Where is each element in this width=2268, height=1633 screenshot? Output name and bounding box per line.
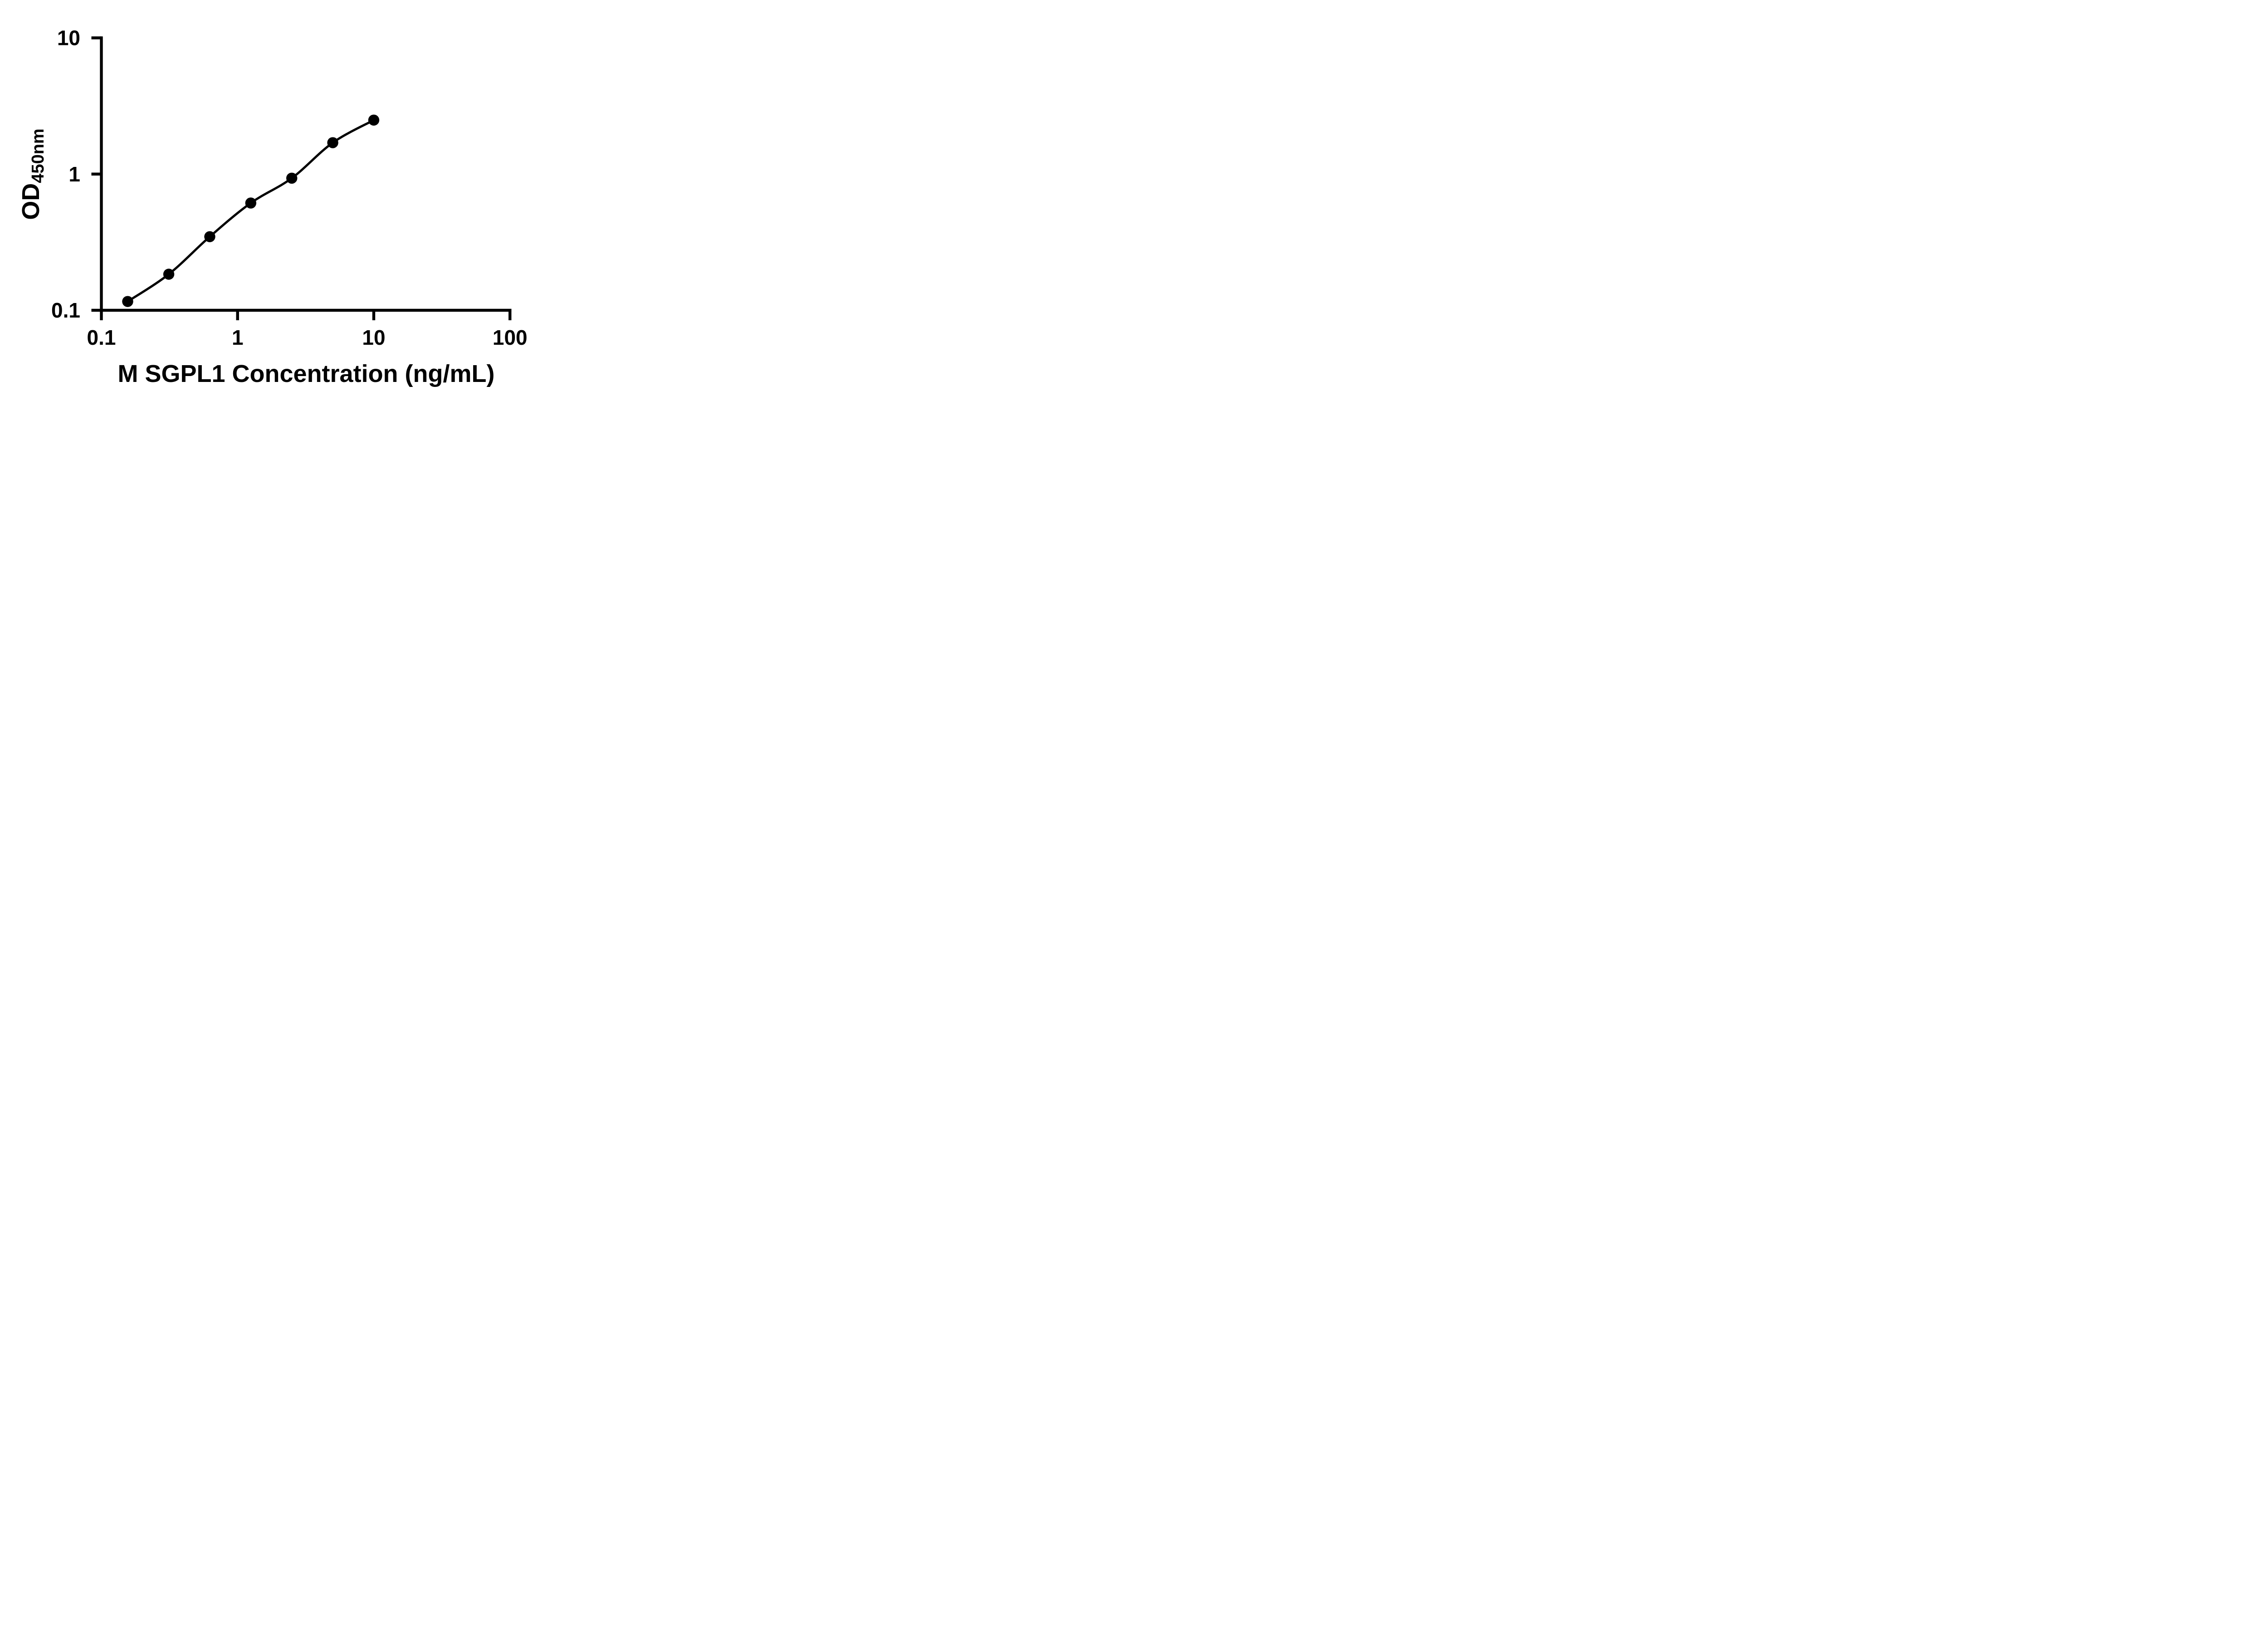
- data-point: [286, 172, 298, 184]
- x-tick-label: 1: [232, 326, 244, 349]
- y-tick-label: 10: [57, 26, 80, 50]
- y-axis-label-subscript: 450nm: [29, 128, 48, 183]
- points-layer: [122, 114, 380, 307]
- tick-labels-layer: 0.1 1 10 0.1 1 10 100: [51, 26, 528, 350]
- y-tick-label: 0.1: [51, 298, 80, 322]
- y-axis-label-main: OD: [17, 183, 44, 220]
- x-tick-label: 100: [493, 326, 528, 349]
- y-axis-label: OD450nm: [17, 128, 48, 220]
- data-point: [327, 137, 338, 148]
- y-tick-label: 1: [68, 162, 80, 186]
- data-point: [245, 197, 257, 209]
- x-tick-label: 0.1: [87, 326, 116, 349]
- data-point: [204, 231, 215, 242]
- data-point: [368, 114, 380, 126]
- data-point: [163, 269, 175, 280]
- x-axis-label: M SGPL1 Concentration (ng/mL): [118, 360, 495, 387]
- standard-curve-chart: 0.1 1 10 0.1 1 10 100 M SGPL1 Concentration (n…: [17, 26, 528, 388]
- x-tick-label: 10: [362, 326, 385, 349]
- data-point: [122, 296, 133, 307]
- elisa-standard-curve-figure: 0.1 1 10 0.1 1 10 100 M SGPL1 Concentration (n…: [0, 0, 572, 408]
- axes: [91, 36, 512, 320]
